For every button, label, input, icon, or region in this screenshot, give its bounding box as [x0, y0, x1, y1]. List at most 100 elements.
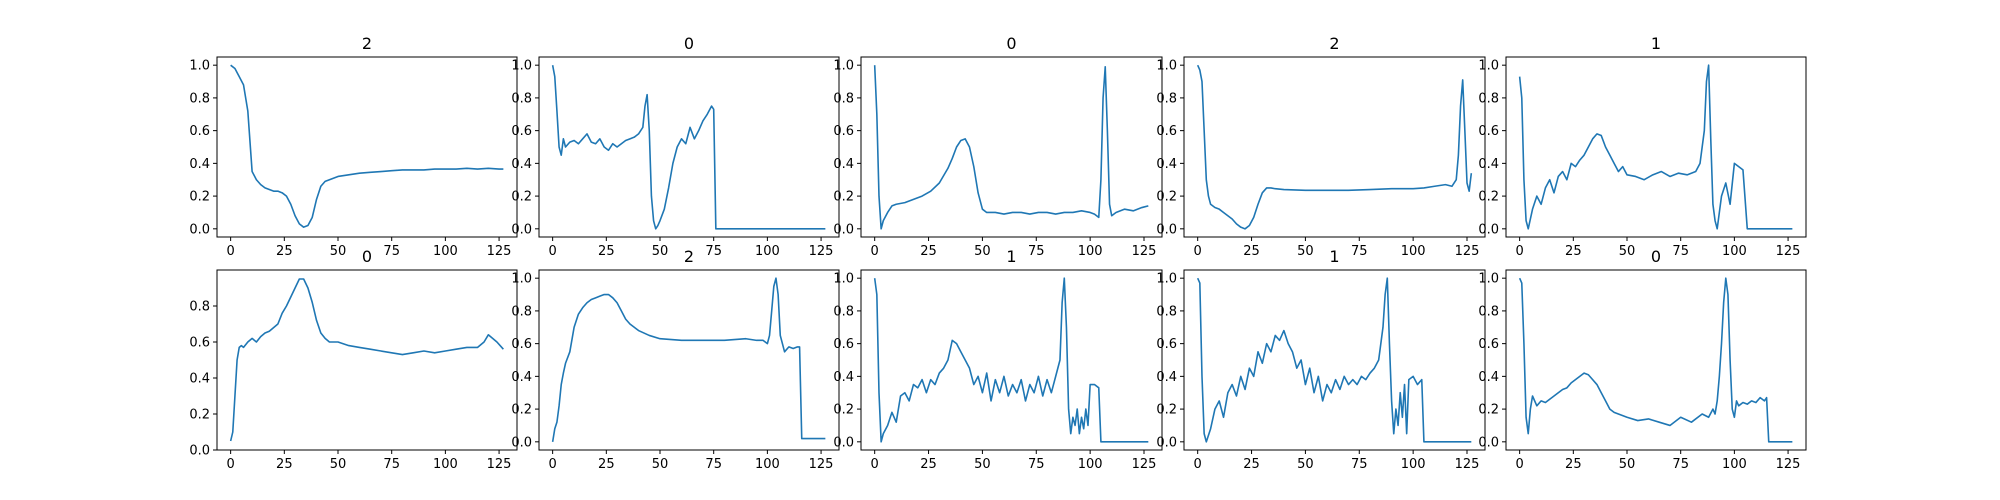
x-tick-label: 0: [226, 457, 234, 472]
x-tick-label: 0: [548, 457, 556, 472]
x-tick-label: 125: [1776, 244, 1801, 259]
y-tick-label: 0.0: [1478, 222, 1499, 237]
y-tick-label: 0.4: [511, 157, 532, 172]
y-tick-label: 0.4: [189, 157, 210, 172]
subplot-title: 2: [684, 247, 694, 266]
x-tick-label: 25: [1565, 457, 1582, 472]
y-tick-label: 0.8: [511, 91, 532, 106]
y-tick-label: 1.0: [1478, 272, 1499, 287]
subplot-title: 0: [362, 247, 372, 266]
y-tick-label: 0.4: [511, 370, 532, 385]
axes-frame: [1505, 56, 1807, 238]
y-tick-label: 0.0: [189, 222, 210, 237]
axes-frame: [538, 56, 840, 238]
x-tick-label: 25: [920, 457, 937, 472]
subplot-3: 2 0 25 50 75 100 125 0.0 0.2 0.4 0.6 0.8 1.0: [1156, 34, 1486, 259]
y-tick-label: 0.2: [189, 408, 210, 423]
axes-frame: [860, 269, 1163, 451]
subplot-title: 2: [362, 34, 372, 53]
subplot-title: 1: [1006, 247, 1016, 266]
x-tick-label: 50: [652, 457, 669, 472]
x-tick-label: 0: [1194, 244, 1202, 259]
series-line: [873, 277, 1149, 443]
axes-frame: [538, 269, 840, 451]
y-tick-label: 0.8: [1478, 91, 1499, 106]
x-tick-label: 100: [433, 457, 458, 472]
y-tick-label: 0.8: [1156, 91, 1177, 106]
y-tick-label: 0.2: [1156, 190, 1177, 205]
y-tick-label: 1.0: [1156, 272, 1177, 287]
series-line: [1196, 277, 1472, 443]
subplot-7: 1 0 25 50 75 100 125 0.0 0.2 0.4 0.6 0.8 1.0: [833, 247, 1163, 472]
x-tick-label: 75: [1672, 244, 1689, 259]
y-tick-label: 1.0: [189, 59, 210, 74]
y-tick-label: 0.0: [511, 435, 532, 450]
x-tick-label: 25: [276, 244, 293, 259]
y-tick-label: 0.6: [1156, 124, 1177, 139]
x-tick-label: 100: [755, 457, 780, 472]
series-line: [230, 64, 504, 228]
x-tick-label: 75: [705, 457, 722, 472]
x-tick-label: 0: [871, 457, 879, 472]
y-tick-label: 0.0: [511, 222, 532, 237]
axes-frame: [216, 56, 518, 238]
y-tick-label: 0.8: [511, 304, 532, 319]
series-line: [229, 278, 504, 442]
x-tick-label: 25: [1565, 244, 1582, 259]
x-tick-label: 75: [1028, 244, 1045, 259]
y-tick-label: 0.6: [189, 336, 210, 351]
x-tick-label: 25: [598, 457, 615, 472]
x-tick-label: 25: [920, 244, 937, 259]
axes-frame: [1183, 269, 1486, 451]
y-tick-label: 0.0: [1156, 435, 1177, 450]
x-tick-label: 50: [1619, 244, 1636, 259]
y-tick-label: 1.0: [1478, 59, 1499, 74]
x-tick-label: 75: [1028, 457, 1045, 472]
subplot-9: 0 0 25 50 75 100 125 0.0 0.2 0.4 0.6 0.8 1.0: [1478, 247, 1807, 472]
subplot-title: 0: [1006, 34, 1016, 53]
y-tick-label: 1.0: [511, 272, 532, 287]
x-tick-label: 50: [1297, 244, 1314, 259]
subplot-8: 1 0 25 50 75 100 125 0.0 0.2 0.4 0.6 0.8 1.0: [1156, 247, 1486, 472]
x-tick-label: 25: [598, 244, 615, 259]
x-tick-label: 0: [548, 244, 556, 259]
y-tick-label: 0.2: [833, 403, 854, 418]
x-tick-label: 75: [705, 244, 722, 259]
y-tick-label: 1.0: [833, 272, 854, 287]
x-tick-label: 125: [487, 457, 512, 472]
x-tick-label: 50: [1297, 457, 1314, 472]
y-tick-label: 0.0: [1478, 435, 1499, 450]
x-tick-label: 125: [1455, 457, 1480, 472]
y-tick-label: 0.6: [1478, 124, 1499, 139]
y-tick-label: 0.2: [1156, 403, 1177, 418]
y-tick-label: 0.0: [1156, 222, 1177, 237]
y-tick-label: 0.0: [189, 444, 210, 459]
y-tick-label: 0.2: [1478, 403, 1499, 418]
y-tick-label: 0.2: [511, 403, 532, 418]
y-tick-label: 0.6: [1156, 337, 1177, 352]
y-tick-label: 0.6: [511, 337, 532, 352]
y-tick-label: 0.8: [189, 91, 210, 106]
series-line: [1518, 277, 1793, 443]
subplot-title: 0: [684, 34, 694, 53]
y-tick-label: 0.8: [833, 304, 854, 319]
series-line: [1518, 64, 1793, 230]
y-tick-label: 0.2: [189, 190, 210, 205]
y-tick-label: 0.8: [189, 300, 210, 315]
y-tick-label: 0.2: [511, 190, 532, 205]
x-tick-label: 25: [276, 457, 293, 472]
y-tick-label: 0.8: [833, 91, 854, 106]
y-tick-label: 0.6: [1478, 337, 1499, 352]
series-line: [1196, 64, 1473, 230]
x-tick-label: 100: [1078, 457, 1103, 472]
x-tick-label: 0: [1515, 244, 1523, 259]
y-tick-label: 0.8: [1156, 304, 1177, 319]
x-tick-label: 0: [226, 244, 234, 259]
series-line: [873, 65, 1149, 230]
x-tick-label: 50: [330, 244, 347, 259]
x-tick-label: 75: [1672, 457, 1689, 472]
x-tick-label: 50: [974, 244, 991, 259]
x-tick-label: 125: [487, 244, 512, 259]
x-tick-label: 0: [1194, 457, 1202, 472]
